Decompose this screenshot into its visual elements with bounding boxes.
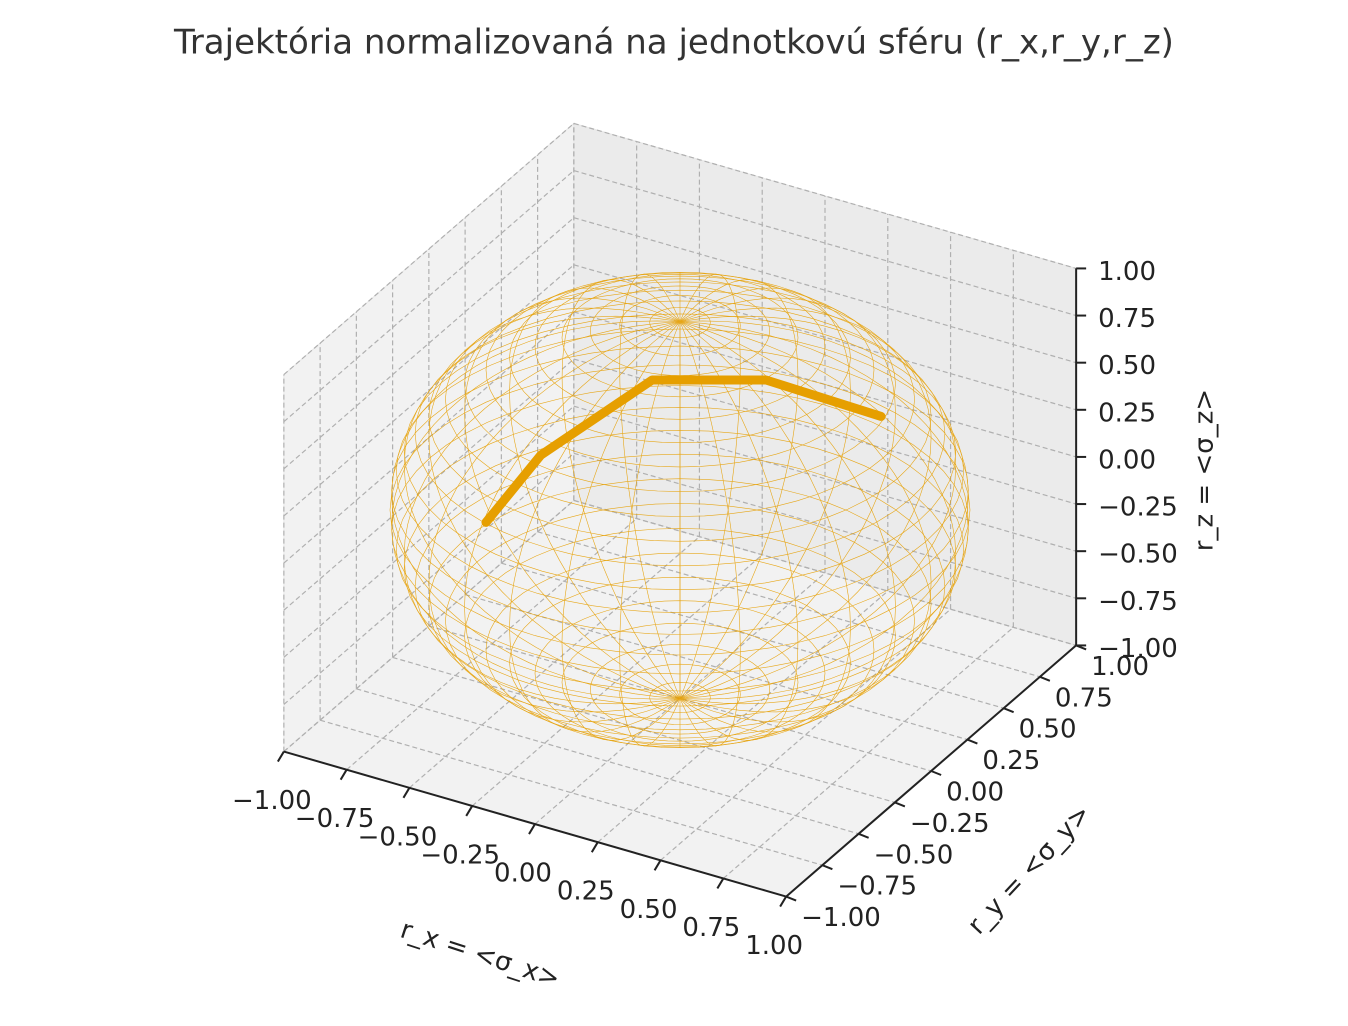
grid-line xyxy=(573,311,1077,458)
parallel xyxy=(534,600,826,747)
y-tick xyxy=(894,801,906,808)
grid-line xyxy=(573,264,1077,411)
parallel xyxy=(395,328,965,613)
parallel xyxy=(391,345,969,635)
parallel xyxy=(561,278,799,398)
x-tick-label: 0.50 xyxy=(620,895,678,925)
parallel xyxy=(485,552,875,748)
grid-line xyxy=(537,531,1041,678)
parallel xyxy=(395,407,965,692)
x-tick xyxy=(653,859,662,871)
parallel xyxy=(389,364,971,656)
z-tick-label: 0.25 xyxy=(1098,398,1156,428)
grid-line xyxy=(319,719,823,866)
x-tick-label: 0.25 xyxy=(557,877,615,907)
x-tick xyxy=(590,841,599,853)
y-tick xyxy=(967,738,978,745)
parallel xyxy=(428,478,932,731)
grid-line xyxy=(464,594,968,741)
y-tick xyxy=(1039,675,1051,682)
z-tick-label: 0.50 xyxy=(1098,351,1156,381)
parallel xyxy=(414,453,946,720)
y-tick-label: 1.00 xyxy=(1091,652,1149,682)
x-tick xyxy=(716,877,725,889)
parallel xyxy=(649,307,711,339)
parallel xyxy=(403,313,957,591)
y-tick xyxy=(858,832,870,839)
x-tick-label: −1.00 xyxy=(232,786,312,816)
y-tick xyxy=(785,895,797,902)
z-axis-label: r_z = <σ_z> xyxy=(1190,389,1220,551)
parallel xyxy=(403,429,957,707)
grid-line xyxy=(392,656,896,803)
parallel xyxy=(414,300,946,567)
parallel xyxy=(509,576,851,749)
x-tick-label: 0.75 xyxy=(682,913,740,943)
z-tick-label: 0.75 xyxy=(1098,304,1156,334)
chart-title: Trajektória normalizovaná na jednotkovú … xyxy=(173,23,1174,63)
parallel xyxy=(464,528,896,745)
x-tick xyxy=(277,751,285,763)
grid-line xyxy=(573,169,1077,317)
z-tick-label: 1.00 xyxy=(1098,257,1156,287)
parallel xyxy=(485,272,875,468)
parallel xyxy=(619,295,741,357)
grid-line xyxy=(501,562,1004,709)
grid-line xyxy=(573,358,1077,505)
parallel xyxy=(649,681,711,713)
parallel xyxy=(619,663,741,725)
grid-line xyxy=(573,217,1077,364)
x-axis-label: r_x = <σ_x> xyxy=(397,915,564,995)
parallel xyxy=(561,622,799,742)
parallel xyxy=(445,281,915,517)
z-tick-label: −1.00 xyxy=(1098,634,1178,664)
y-tick-label: −0.50 xyxy=(874,840,954,870)
sphere-wireframe xyxy=(389,271,971,749)
y-tick xyxy=(822,864,833,871)
grid-line xyxy=(573,499,1077,647)
parallel xyxy=(464,275,896,492)
y-tick-label: −1.00 xyxy=(801,903,881,933)
x-tick xyxy=(779,896,787,908)
y-tick xyxy=(930,770,942,776)
x-tick-label: −0.25 xyxy=(420,840,500,870)
x-tick xyxy=(339,769,348,781)
grid-line xyxy=(428,625,932,772)
parallel xyxy=(428,289,932,542)
grid-line xyxy=(573,405,1077,552)
x-tick-label: −0.50 xyxy=(358,822,438,852)
parallel xyxy=(445,503,915,739)
parallel xyxy=(509,271,851,444)
x-tick-label: 1.00 xyxy=(745,931,803,961)
parallel xyxy=(590,644,770,735)
x-tick-label: −0.75 xyxy=(295,804,375,834)
z-tick-label: −0.75 xyxy=(1098,587,1178,617)
grid-line xyxy=(356,688,859,835)
grid-line xyxy=(573,122,1077,270)
y-tick-label: 0.75 xyxy=(1055,683,1113,713)
y-tick-label: −0.25 xyxy=(910,809,990,839)
trajectory xyxy=(481,375,886,527)
z-tick-label: −0.50 xyxy=(1098,540,1178,570)
x-tick xyxy=(528,823,536,835)
y-tick-label: 0.50 xyxy=(1019,715,1077,745)
x-tick xyxy=(402,787,411,799)
z-tick-label: −0.25 xyxy=(1098,493,1178,523)
x-tick-label: 0.00 xyxy=(494,859,552,889)
parallel xyxy=(534,273,826,420)
y-tick-label: −0.75 xyxy=(837,872,917,902)
grid-line xyxy=(573,452,1077,599)
z-tick-label: 0.00 xyxy=(1098,445,1156,475)
y-tick xyxy=(1003,707,1015,714)
x-tick xyxy=(465,805,474,817)
parallel xyxy=(391,385,969,675)
y-tick-label: 0.25 xyxy=(982,746,1040,776)
y-tick-label: 0.00 xyxy=(946,778,1004,808)
